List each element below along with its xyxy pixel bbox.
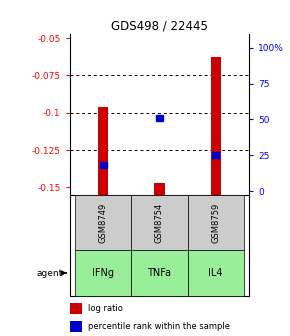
Bar xyxy=(75,250,131,296)
Bar xyxy=(155,183,164,195)
Bar xyxy=(188,250,244,296)
Bar xyxy=(75,195,131,250)
Bar xyxy=(100,162,107,168)
Bar xyxy=(211,57,221,195)
Title: GDS498 / 22445: GDS498 / 22445 xyxy=(111,19,208,33)
Text: IFNg: IFNg xyxy=(92,268,114,278)
Bar xyxy=(70,321,82,332)
Text: TNFa: TNFa xyxy=(148,268,171,278)
Bar xyxy=(156,115,163,121)
Text: log ratio: log ratio xyxy=(88,304,122,313)
Bar xyxy=(131,250,188,296)
Text: GSM8749: GSM8749 xyxy=(99,203,108,243)
Text: GSM8759: GSM8759 xyxy=(211,203,220,243)
Bar xyxy=(188,195,244,250)
Text: percentile rank within the sample: percentile rank within the sample xyxy=(88,322,230,331)
Bar xyxy=(131,195,188,250)
Bar xyxy=(212,152,219,159)
Bar xyxy=(98,107,108,195)
Text: GSM8754: GSM8754 xyxy=(155,203,164,243)
Text: IL4: IL4 xyxy=(209,268,223,278)
Text: agent: agent xyxy=(37,268,63,278)
Bar xyxy=(70,302,82,314)
